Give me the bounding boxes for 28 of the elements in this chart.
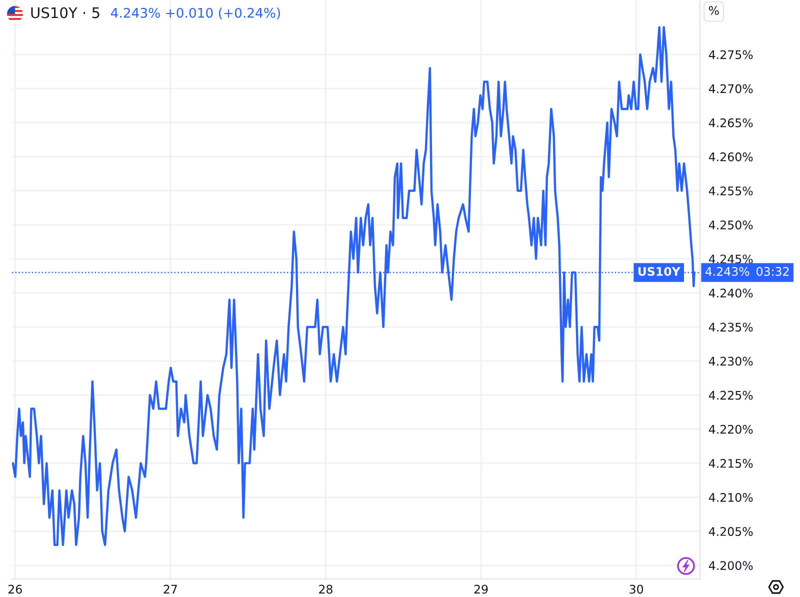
- y-tick-label: 4.245%: [708, 254, 753, 264]
- y-tick-label: 4.240%: [708, 288, 753, 298]
- chart-title: US10Y · 5: [31, 7, 100, 18]
- x-tick-label: 29: [474, 584, 488, 594]
- y-tick-label: 4.200%: [708, 561, 753, 570]
- legend-label: US10Y: [638, 266, 680, 276]
- y-tick-label: 4.260%: [708, 152, 753, 162]
- text: 03:32: [756, 266, 789, 276]
- line-series: [12, 26, 696, 546]
- y-tick-label: 4.265%: [708, 118, 753, 128]
- y-tick-label: 4.275%: [708, 50, 753, 60]
- y-tick-label: 4.270%: [708, 84, 753, 94]
- y-tick-label: 4.230%: [708, 356, 753, 366]
- y-tick-label: 4.215%: [708, 458, 753, 468]
- ref-line-label: 4.243%: [705, 266, 750, 276]
- y-tick-label: 4.210%: [708, 492, 753, 502]
- y-tick-label: 4.225%: [708, 390, 753, 400]
- y-tick-label: 4.220%: [708, 424, 753, 434]
- x-tick-label: 26: [8, 584, 22, 594]
- y-tick-label: 4.255%: [708, 186, 753, 196]
- y-tick-label: 4.235%: [708, 322, 753, 332]
- y-axis-title: %: [708, 6, 719, 15]
- text: 4.243% +0.010 (+0.24%): [110, 8, 280, 20]
- y-tick-label: 4.250%: [708, 220, 753, 230]
- y-tick-label: 4.205%: [708, 527, 753, 536]
- x-tick-label: 28: [319, 584, 332, 594]
- x-tick-label: 27: [164, 584, 177, 594]
- x-tick-label: 30: [630, 584, 644, 594]
